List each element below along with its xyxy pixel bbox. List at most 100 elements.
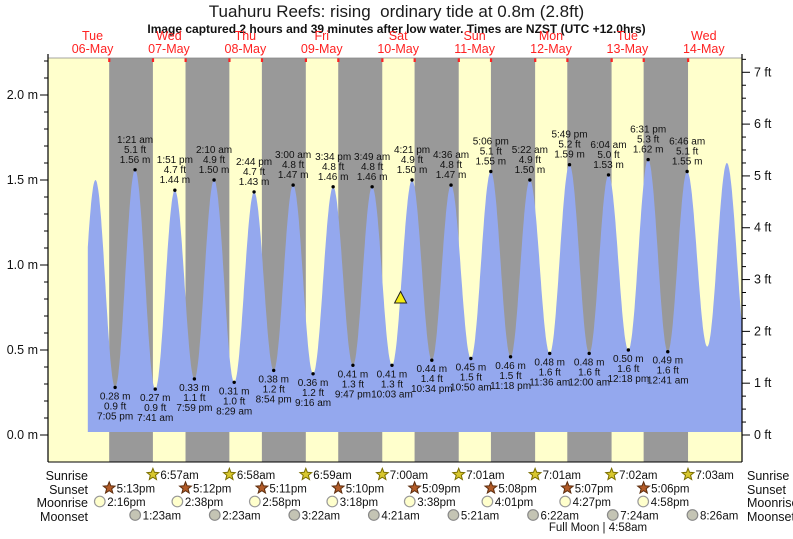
row-label-moonset-left: Moonset bbox=[40, 509, 88, 524]
low-tide-label: 1.5 ft bbox=[460, 373, 482, 384]
low-tide-label: 0.38 m bbox=[258, 374, 289, 385]
day-weekday-label: Tue bbox=[82, 29, 103, 43]
high-tide-label: 5.3 ft bbox=[637, 135, 659, 146]
low-tide-label: 1.4 ft bbox=[421, 374, 443, 385]
low-tide-label: 12:00 am bbox=[568, 377, 610, 388]
sunset-time-label: 5:06pm bbox=[651, 484, 689, 496]
sunset-time-label: 5:09pm bbox=[422, 484, 460, 496]
feet-axis-label: 3 ft bbox=[754, 273, 772, 287]
high-tide-label: 6:31 pm bbox=[630, 125, 666, 136]
tide-extreme-dot bbox=[606, 173, 611, 177]
high-tide-label: 1.43 m bbox=[239, 177, 270, 188]
high-tide-label: 1.55 m bbox=[672, 157, 703, 168]
sunset-star-icon bbox=[407, 480, 422, 495]
moonrise-time-label: 2:58pm bbox=[262, 497, 300, 509]
tide-extreme-dot bbox=[646, 157, 650, 162]
day-boundary-tick bbox=[534, 58, 537, 62]
tide-extreme-dot bbox=[469, 356, 473, 361]
meter-axis-label: 1.0 m bbox=[7, 258, 38, 272]
low-tide-label: 9:47 pm bbox=[335, 389, 371, 400]
high-tide-label: 4.8 ft bbox=[440, 160, 462, 171]
high-tide-label: 1.53 m bbox=[593, 160, 624, 171]
axes: 0.0 m 0.5 m 1.0 m 1.5 m 2.0 m 0 ft 1 ft 2 ft 3 f… bbox=[7, 54, 772, 463]
low-tide-label: 0.41 m bbox=[338, 369, 369, 380]
low-tide-label: 0.45 m bbox=[456, 363, 487, 374]
tide-extreme-dot bbox=[390, 363, 394, 367]
high-tide-label: 1.59 m bbox=[554, 150, 585, 161]
moonset-icon bbox=[527, 509, 539, 521]
high-tide-label: 3:00 am bbox=[275, 150, 311, 161]
day-date-label: 10-May bbox=[377, 42, 419, 56]
tide-extreme-labels: 0.28 m0.9 ft7:05 pm1:21 am5.1 ft1.56 m0.… bbox=[97, 125, 705, 425]
full-moon-note: Full Moon | 4:58am bbox=[548, 522, 648, 534]
day-weekday-label: Tue bbox=[617, 29, 638, 43]
high-tide-label: 5.1 ft bbox=[480, 147, 502, 158]
sunset-time-label: 5:10pm bbox=[346, 484, 384, 496]
low-tide-label: 0.48 m bbox=[534, 357, 565, 368]
moonrise-icon bbox=[637, 495, 650, 508]
high-tide-label: 5.1 ft bbox=[124, 145, 146, 156]
moonrise-time-label: 4:27pm bbox=[573, 497, 611, 509]
low-tide-label: 1.6 ft bbox=[657, 366, 679, 377]
sunset-star-icon bbox=[330, 480, 346, 495]
low-tide-label: 11:18 pm bbox=[490, 381, 531, 392]
row-label-sunset-left: Sunset bbox=[49, 482, 88, 497]
tide-extreme-dot bbox=[232, 380, 236, 384]
tide-extreme-dot bbox=[410, 178, 414, 182]
high-tide-label: 1.50 m bbox=[515, 165, 546, 176]
moonrise-icon bbox=[326, 495, 339, 508]
moonset-time-label: 3:22am bbox=[302, 511, 340, 523]
moonset-time-label: 6:22am bbox=[541, 511, 579, 523]
sunrise-star-icon bbox=[375, 466, 390, 481]
day-date-label: 08-May bbox=[225, 42, 267, 56]
low-tide-label: 0.49 m bbox=[652, 356, 683, 367]
tide-extreme-dot bbox=[567, 163, 572, 167]
high-tide-label: 6:46 am bbox=[669, 137, 705, 148]
high-tide-label: 1.47 m bbox=[436, 170, 467, 181]
tide-extreme-dot bbox=[291, 183, 295, 187]
moonset-icon bbox=[288, 509, 301, 521]
low-tide-label: 0.31 m bbox=[219, 386, 250, 397]
sunrise-star-icon bbox=[145, 466, 161, 481]
day-boundary-tick bbox=[489, 58, 493, 62]
day-boundary-tick bbox=[151, 58, 155, 62]
sunrise-time-label: 7:03am bbox=[696, 470, 734, 482]
high-tide-label: 2:10 am bbox=[196, 145, 232, 156]
day-date-label: 09-May bbox=[301, 42, 343, 56]
low-tide-label: 8:54 pm bbox=[256, 394, 292, 405]
row-label-moonrise-left: Moonrise bbox=[36, 496, 88, 510]
moonset-time-label: 4:21am bbox=[381, 511, 419, 523]
high-tide-label: 1.46 m bbox=[357, 172, 388, 183]
moonset-icon bbox=[447, 509, 460, 521]
moonset-time-label: 1:23am bbox=[143, 511, 181, 523]
feet-axis-label: 2 ft bbox=[754, 324, 772, 338]
tide-extreme-dot bbox=[173, 188, 177, 192]
row-label-sunrise-left: Sunrise bbox=[45, 469, 88, 483]
row-label-sunset-right: Sunset bbox=[747, 482, 786, 497]
high-tide-label: 4.9 ft bbox=[203, 155, 225, 166]
high-tide-label: 5.1 ft bbox=[676, 147, 698, 158]
high-tide-label: 1.50 m bbox=[397, 165, 428, 176]
low-tide-label: 11:36 am bbox=[529, 377, 570, 388]
day-weekday-label: Fri bbox=[314, 29, 329, 43]
feet-axis-label: 6 ft bbox=[754, 117, 772, 131]
day-date-label: 11-May bbox=[454, 42, 496, 56]
high-tide-label: 1.55 m bbox=[476, 157, 507, 168]
tide-extreme-dot bbox=[528, 178, 532, 182]
sunset-time-label: 5:11pm bbox=[269, 484, 307, 496]
low-tide-label: 0.44 m bbox=[417, 364, 448, 375]
low-tide-label: 12:18 pm bbox=[607, 374, 649, 385]
moonset-time-label: 2:23am bbox=[222, 511, 260, 523]
tide-extreme-dot bbox=[212, 178, 216, 182]
day-weekday-label: Sat bbox=[389, 29, 408, 43]
high-tide-label: 3:34 pm bbox=[315, 152, 351, 163]
moonset-time-label: 7:24am bbox=[620, 511, 658, 523]
high-tide-label: 1:21 am bbox=[117, 135, 153, 146]
low-tide-label: 10:34 pm bbox=[411, 384, 453, 395]
moonrise-icon bbox=[559, 495, 572, 508]
low-tide-label: 0.9 ft bbox=[144, 403, 166, 414]
high-tide-label: 4.8 ft bbox=[322, 162, 344, 173]
sunset-star-icon bbox=[636, 480, 651, 495]
sunset-time-label: 5:12pm bbox=[193, 484, 231, 496]
